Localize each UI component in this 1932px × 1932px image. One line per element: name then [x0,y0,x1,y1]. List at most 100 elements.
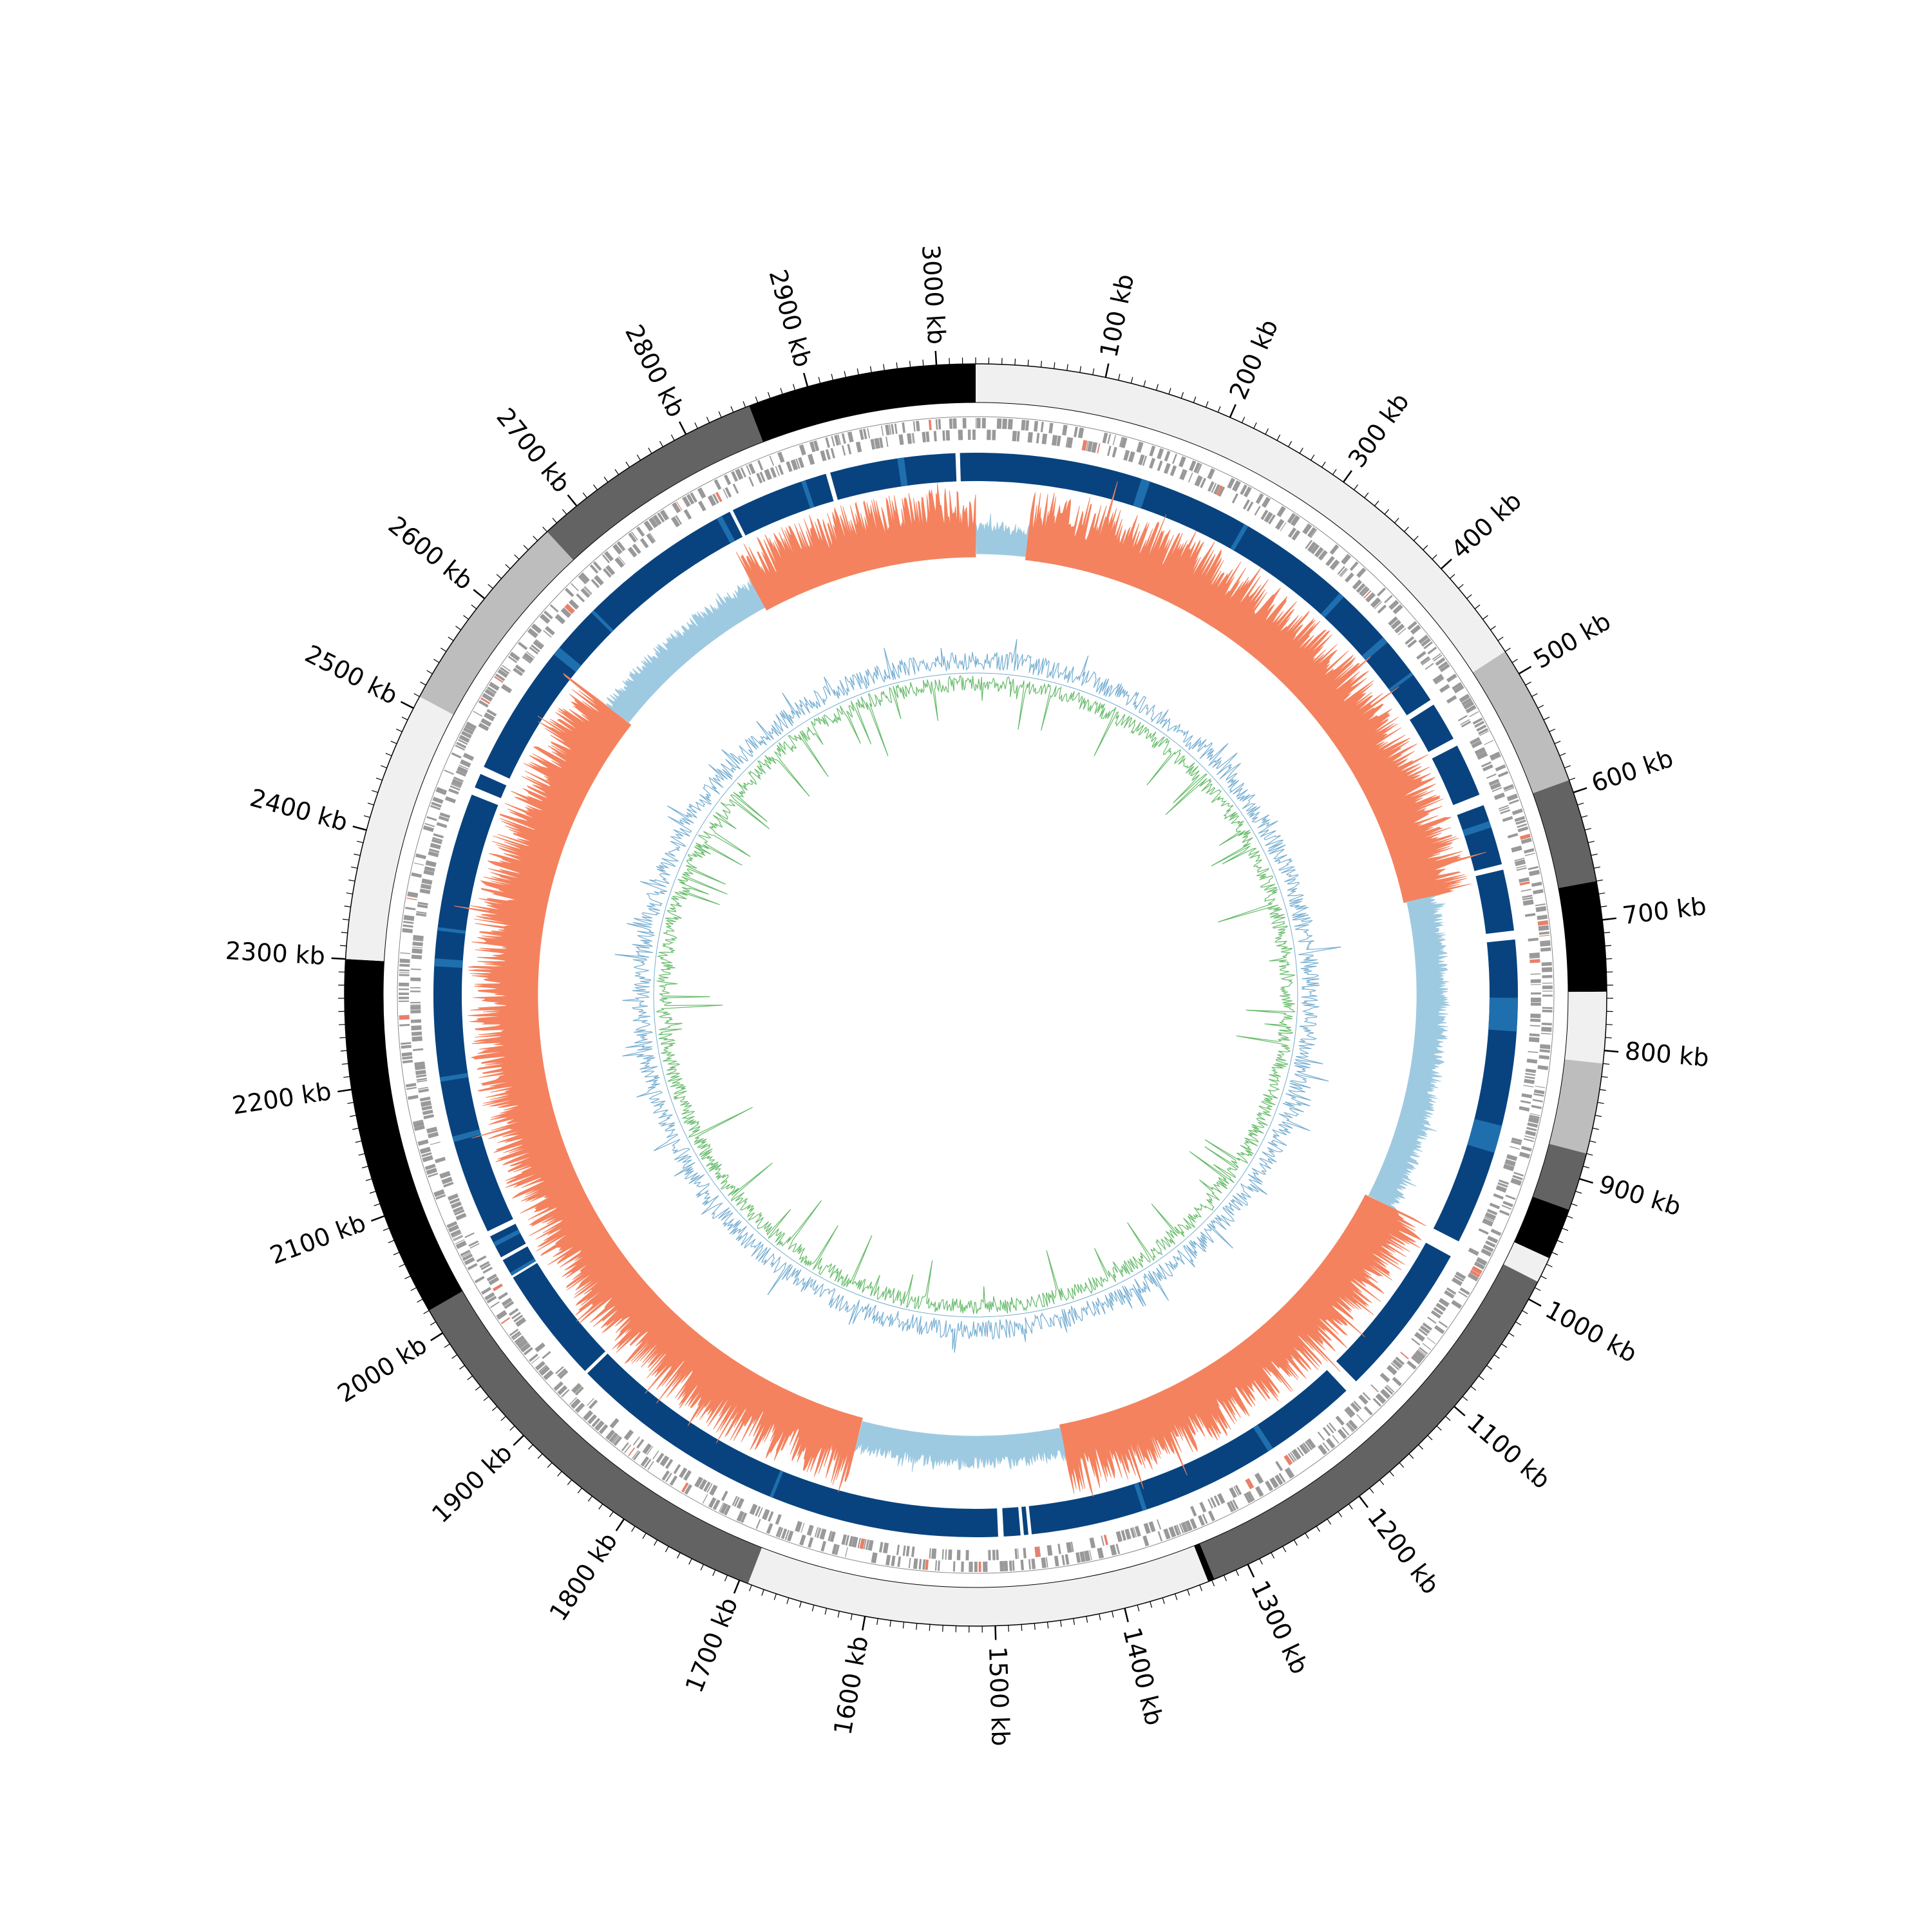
gene-feature [1217,1493,1226,1504]
tick-label-2600kb: 2600 kb [383,511,478,596]
gene-feature [1414,1332,1425,1342]
gene-feature [1501,1204,1512,1210]
gene-feature [1229,1487,1238,1499]
gene-feature [1265,1480,1274,1492]
gene-feature [1531,882,1542,887]
major-tick [1528,1298,1542,1307]
contig-segment-12 [748,1546,1209,1627]
major-tick [513,1435,524,1446]
gene-feature [574,1403,585,1413]
contig-segment-3 [1533,780,1596,888]
gene-feature [446,1221,458,1229]
gene-feature [578,575,587,585]
gene-feature [1229,1501,1236,1511]
gene-feature [777,464,784,475]
minor-tick [1162,1597,1165,1604]
gene-feature [451,781,462,788]
gene-feature [983,1561,988,1572]
gene-feature [509,652,520,661]
blast-block-17 [484,511,743,779]
gene-feature [1524,848,1535,854]
gene-feature [942,1549,944,1560]
gene-feature [1278,1473,1286,1483]
gene-feature [428,851,439,858]
gene-feature [816,1528,820,1538]
gene-feature [784,1530,790,1540]
gene-feature [402,1059,413,1064]
gene-feature [591,1417,601,1428]
gene-feature [1497,771,1509,778]
gene-feature [1522,899,1534,906]
gene-feature [922,431,927,442]
minor-tick [1504,647,1511,652]
gene-feature [1023,1548,1027,1558]
gene-feature [1539,934,1550,937]
gene-feature [1502,1200,1513,1208]
gene-feature [931,1548,937,1559]
gene-feature [748,463,756,475]
gene-feature [1255,493,1264,504]
gene-feature [862,428,867,439]
gene-feature [665,1472,672,1482]
minor-tick [342,918,350,921]
gene-feature [1542,974,1553,978]
gene-feature [800,1522,805,1533]
gene-feature [523,652,534,663]
gene-feature [454,1209,465,1216]
gene-feature [969,430,971,440]
blast-block-6 [1433,939,1519,1242]
minor-tick [463,615,469,620]
minor-tick [1497,636,1504,641]
gene-feature [420,884,431,890]
gene-feature [612,544,623,555]
contig-segment-5 [1564,991,1607,1064]
minor-tick [876,1618,878,1625]
contig-segment-2 [1472,651,1569,793]
gene-feature [1048,422,1054,433]
gene-feature [656,1452,665,1463]
gene-feature [1519,881,1530,886]
gene-feature [448,788,459,795]
gene-feature [1079,1551,1086,1562]
gene-feature [576,593,585,603]
gene-feature [1503,784,1514,791]
minor-tick [850,1613,853,1620]
minor-tick [780,388,783,395]
gene-feature [1188,472,1193,483]
gene-feature [406,1086,417,1090]
minor-tick [1559,753,1566,757]
gene-feature [972,429,976,440]
blast-stripe [493,1229,520,1247]
gene-feature [425,860,437,867]
gene-feature [1418,634,1429,644]
minor-tick [401,716,408,721]
gene-feature [1418,1328,1428,1336]
gene-feature [1339,567,1347,576]
gene-feature [1510,1146,1520,1150]
minor-tick [1211,1580,1215,1587]
gene-feature [1128,451,1135,463]
contig-segment-15 [345,696,454,961]
gene-feature [1478,728,1489,735]
gene-feature [1194,475,1203,487]
minor-tick [718,411,722,418]
minor-tick [1423,545,1428,551]
gc-skew-segment-4 [1059,1194,1426,1497]
gene-feature [1374,601,1383,609]
gene-feature [533,640,544,650]
gene-feature [1012,430,1018,442]
gene-feature [484,688,496,697]
minor-tick [1305,1533,1309,1539]
gene-feature [1481,1248,1492,1257]
contig-segment-18 [749,364,976,442]
gene-feature [639,538,649,549]
gene-feature [1542,985,1553,989]
gene-feature [1423,641,1433,650]
gene-feature [1370,597,1381,609]
gene-feature [897,1556,902,1567]
minor-tick [837,1611,840,1618]
minor-tick [1432,554,1437,560]
minor-tick [1112,1611,1114,1618]
minor-tick [1535,1287,1541,1291]
blast-stripe [897,457,908,487]
